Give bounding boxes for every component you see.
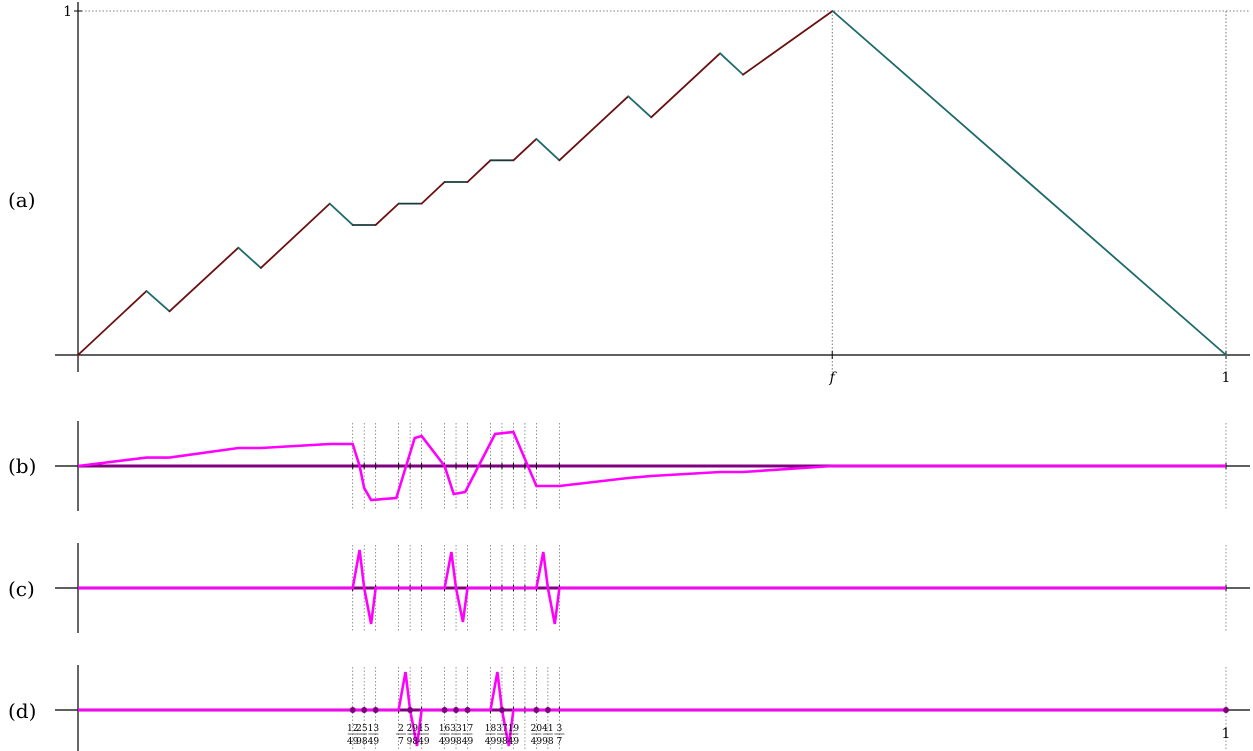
- a-curve-segment: [374, 202, 400, 226]
- d-curve: [78, 671, 1226, 747]
- a-curve-segment: [259, 202, 331, 269]
- d-point: [349, 707, 356, 713]
- a-curve-segment: [719, 52, 744, 76]
- panel-b: [55, 421, 1250, 511]
- a-curve-segment: [831, 10, 1227, 356]
- d-point: [361, 707, 368, 713]
- d-point: [498, 707, 505, 713]
- d-xtick-numerator: 15: [418, 724, 430, 734]
- d-point: [544, 707, 551, 713]
- d-xtick-denominator: 49: [439, 737, 451, 747]
- a-xtick-label-f: f: [829, 370, 838, 386]
- d-xtick-denominator: 98: [356, 737, 368, 747]
- d-point: [533, 707, 540, 713]
- a-curve-segment: [466, 159, 492, 183]
- d-xtick-numerator: 20: [531, 724, 543, 734]
- panel-a-label: (a): [8, 188, 36, 212]
- d-point: [453, 707, 460, 713]
- d-xtick-denominator: 49: [418, 737, 430, 747]
- d-xtick-denominator: 49: [368, 737, 380, 747]
- d-xtick-denominator: 49: [347, 737, 359, 747]
- d-xtick-denominator: 49: [531, 737, 543, 747]
- d-xtick-denominator: 7: [398, 737, 404, 747]
- d-point: [441, 707, 448, 713]
- d-xtick-numerator: 33: [450, 724, 462, 734]
- d-point: [464, 707, 471, 713]
- a-curve-segment: [742, 10, 834, 76]
- d-xtick-numerator: 19: [508, 724, 520, 734]
- d-xtick-denominator: 98: [450, 737, 462, 747]
- b-curve: [77, 430, 1226, 502]
- d-xtick-numerator: 37: [496, 724, 508, 734]
- d-xtick-numerator: 16: [439, 724, 451, 734]
- d-xtick-label-1: 1: [1222, 726, 1231, 742]
- a-curve-segment: [145, 290, 171, 313]
- d-point: [407, 707, 414, 713]
- d-point: [372, 707, 379, 713]
- d-xtick-denominator: 98: [542, 737, 554, 747]
- d-xtick-denominator: 49: [462, 737, 474, 747]
- panel-b-label: (b): [8, 454, 36, 478]
- a-curve-segment: [650, 52, 721, 119]
- d-xtick-denominator: 7: [556, 737, 562, 747]
- a-curve-segment: [237, 246, 262, 269]
- d-xtick-denominator: 98: [496, 737, 508, 747]
- d-point: [1223, 707, 1229, 713]
- d-xtick-denominator: 98: [407, 737, 419, 747]
- panel-d: 1249259813492729981549164933981749184937…: [55, 665, 1250, 751]
- d-xtick-numerator: 13: [368, 724, 380, 734]
- c-curve: [78, 549, 1226, 625]
- a-curve-segment: [558, 95, 630, 162]
- a-curve-segment: [512, 138, 538, 162]
- a-curve-segment: [535, 138, 561, 162]
- panel-d-label: (d): [8, 699, 36, 723]
- panel-a: f 1 1: [55, 2, 1250, 386]
- a-curve-segment: [420, 181, 446, 205]
- d-xtick-numerator: 12: [347, 724, 358, 734]
- panel-c: [55, 543, 1250, 633]
- d-xtick-denominator: 49: [508, 737, 520, 747]
- d-xtick-numerator: 41: [542, 724, 553, 734]
- d-xtick-numerator: 18: [485, 724, 497, 734]
- d-xtick-denominator: 49: [485, 737, 497, 747]
- d-xtick-numerator: 29: [407, 724, 419, 734]
- d-xtick-numerator: 3: [556, 724, 562, 734]
- a-curve-segment: [627, 95, 653, 119]
- a-curve-segment: [328, 202, 354, 226]
- panel-c-label: (c): [8, 577, 35, 601]
- a-curve-segment: [168, 246, 240, 313]
- d-xtick-numerator: 17: [462, 724, 474, 734]
- a-xtick-label-1: 1: [1222, 370, 1231, 386]
- a-ytick-label-1: 1: [63, 4, 72, 20]
- d-xtick-numerator: 25: [356, 724, 368, 734]
- a-curve-segment: [77, 290, 148, 356]
- d-xtick-numerator: 2: [398, 724, 404, 734]
